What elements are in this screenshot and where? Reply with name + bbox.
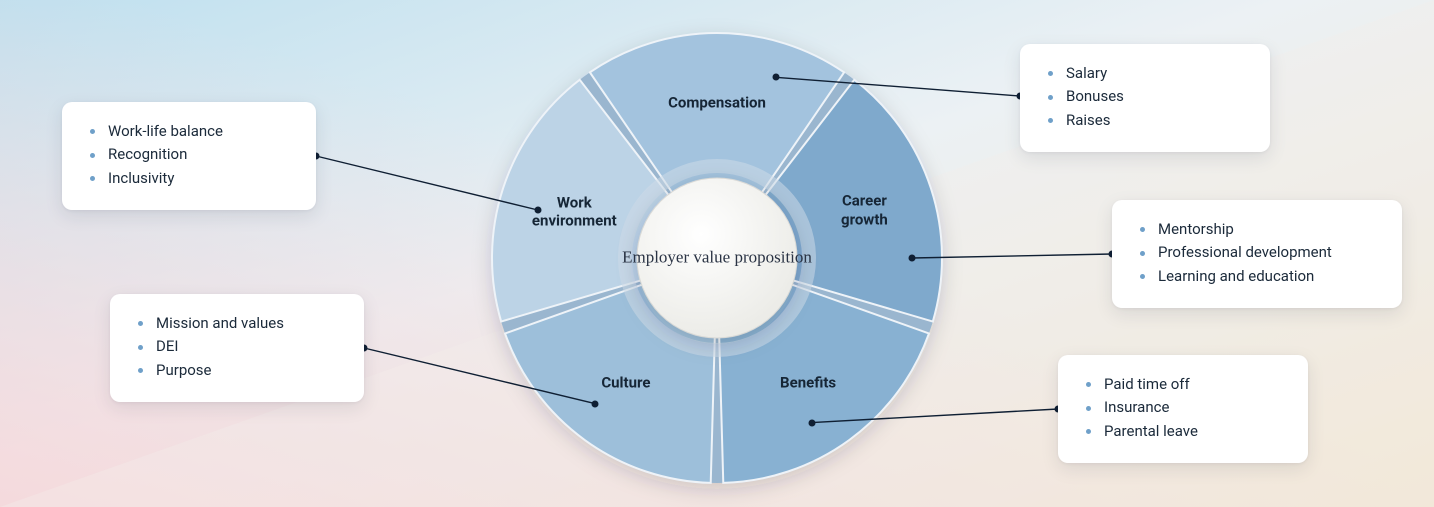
card-compensation: SalaryBonusesRaises (1020, 44, 1270, 152)
list-item: Learning and education (1140, 265, 1378, 288)
card-benefits: Paid time offInsuranceParental leave (1058, 355, 1308, 463)
center-label: Employer value proposition (622, 247, 812, 270)
card-list: Mission and valuesDEIPurpose (138, 312, 340, 382)
list-item: Professional development (1140, 241, 1378, 264)
connector-dot (772, 74, 779, 81)
card-list: MentorshipProfessional developmentLearni… (1140, 218, 1378, 288)
segment-label-work-environment: Work environment (532, 193, 617, 231)
list-item: Work-life balance (90, 120, 292, 143)
list-item: Paid time off (1086, 373, 1284, 396)
card-career-growth: MentorshipProfessional developmentLearni… (1112, 200, 1402, 308)
list-item: Mentorship (1140, 218, 1378, 241)
connector-dot (591, 400, 598, 407)
card-work-environment: Work-life balanceRecognitionInclusivity (62, 102, 316, 210)
card-list: Work-life balanceRecognitionInclusivity (90, 120, 292, 190)
list-item: Mission and values (138, 312, 340, 335)
list-item: Purpose (138, 359, 340, 382)
connector-dot (909, 255, 916, 262)
list-item: Raises (1048, 109, 1246, 132)
card-culture: Mission and valuesDEIPurpose (110, 294, 364, 402)
list-item: Insurance (1086, 396, 1284, 419)
evp-infographic: Employer value proposition Compensation C… (0, 0, 1434, 507)
segment-label-benefits: Benefits (780, 374, 836, 393)
list-item: DEI (138, 335, 340, 358)
segment-label-compensation: Compensation (668, 94, 766, 113)
connector-dot (535, 207, 542, 214)
segment-label-culture: Culture (601, 374, 650, 393)
card-list: SalaryBonusesRaises (1048, 62, 1246, 132)
segment-label-career-growth: Career growth (841, 191, 888, 229)
card-list: Paid time offInsuranceParental leave (1086, 373, 1284, 443)
list-item: Recognition (90, 143, 292, 166)
list-item: Salary (1048, 62, 1246, 85)
connector-dot (809, 419, 816, 426)
list-item: Parental leave (1086, 420, 1284, 443)
list-item: Bonuses (1048, 85, 1246, 108)
list-item: Inclusivity (90, 167, 292, 190)
